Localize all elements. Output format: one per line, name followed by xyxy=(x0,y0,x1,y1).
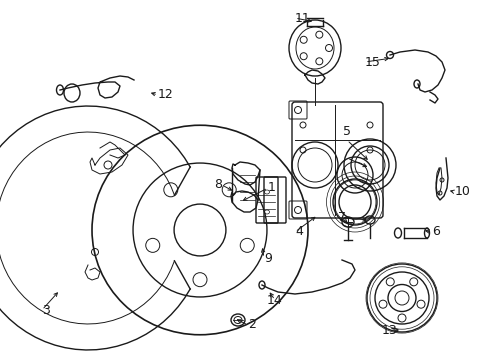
Text: 11: 11 xyxy=(294,12,310,24)
Text: 13: 13 xyxy=(381,324,397,337)
Text: 7: 7 xyxy=(337,211,346,225)
Text: 6: 6 xyxy=(431,225,439,238)
Text: 5: 5 xyxy=(342,126,350,139)
Text: 4: 4 xyxy=(294,225,302,238)
Text: 8: 8 xyxy=(214,179,222,192)
Text: 3: 3 xyxy=(42,303,50,316)
Text: 2: 2 xyxy=(247,319,255,332)
Text: 10: 10 xyxy=(454,185,470,198)
Text: 12: 12 xyxy=(158,89,173,102)
Text: 1: 1 xyxy=(267,181,275,194)
Text: 9: 9 xyxy=(264,252,271,265)
Text: 15: 15 xyxy=(364,55,380,68)
Text: 14: 14 xyxy=(266,293,282,306)
